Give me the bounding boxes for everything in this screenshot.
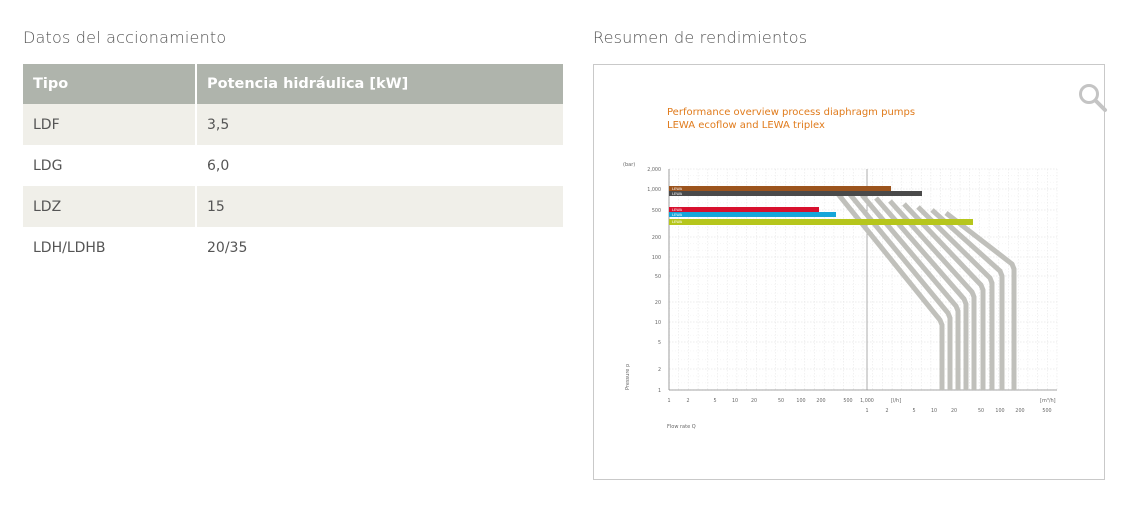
performance-curve	[846, 190, 953, 390]
cell-type: LDF	[23, 104, 197, 145]
y-tick-label: 2	[658, 367, 661, 373]
x-unit-m3h-label: [m³/h]	[1040, 398, 1056, 404]
x-tick-label: 200	[816, 398, 825, 404]
y-tick-label: 2,000	[647, 167, 661, 173]
performance-curve	[874, 196, 969, 390]
series-band	[669, 219, 973, 225]
x-tick-label: 1,000	[860, 398, 874, 404]
y-tick-label: 10	[655, 320, 661, 326]
cell-power: 3,5	[196, 104, 563, 145]
x-tick-label: 5	[912, 408, 915, 414]
x-tick-label: 100	[995, 408, 1004, 414]
x-tick-label: 100	[796, 398, 805, 404]
y-axis-label: Pressure p	[625, 364, 631, 390]
x-tick-label: 50	[778, 398, 784, 404]
y-tick-label: 500	[652, 208, 661, 214]
y-tick-label: 1,000	[647, 187, 661, 193]
performance-curve	[930, 208, 1005, 390]
performance-curve	[888, 199, 977, 390]
series-band-label: LEWA	[672, 220, 683, 224]
drive-data-table: Tipo Potencia hidráulica [kW] LDF 3,5 LD…	[23, 64, 563, 268]
table-row: LDG 6,0	[23, 145, 563, 186]
cell-power: 15	[196, 186, 563, 227]
y-unit-label: (bar)	[623, 162, 635, 168]
x-tick-label: 50	[978, 408, 984, 414]
x-unit-lh-label: [l/h]	[891, 398, 901, 404]
performance-curve	[916, 205, 995, 390]
cell-power: 6,0	[207, 157, 230, 174]
performance-curve	[944, 211, 1017, 390]
series-band	[669, 191, 922, 196]
x-tick-label: 2	[686, 398, 689, 404]
y-tick-label: 20	[655, 300, 661, 306]
cell-type: LDZ	[23, 186, 197, 227]
performance-curve	[860, 193, 961, 390]
series-band-label: LEWA	[672, 208, 683, 212]
series-band-label: LEWA	[672, 187, 683, 191]
y-tick-label: 1	[658, 388, 661, 394]
y-tick-label: 5	[658, 340, 661, 346]
series-band-label: LEWA	[672, 213, 683, 217]
x-tick-label: 20	[951, 408, 957, 414]
y-tick-label: 200	[652, 235, 661, 241]
x-tick-label: 10	[931, 408, 937, 414]
chart-grid	[668, 168, 1058, 391]
x-tick-label: 1	[865, 408, 868, 414]
header-type: Tipo	[23, 64, 197, 104]
series-band	[669, 207, 819, 212]
performance-chart: Performance overview process diaphragm p…	[623, 107, 1058, 430]
series-band-label: LEWA	[672, 192, 683, 196]
y-tick-label: 50	[655, 274, 661, 280]
drive-data-title: Datos del accionamiento	[23, 28, 227, 47]
series-band	[669, 186, 891, 191]
performance-curve	[832, 187, 945, 390]
performance-chart-image[interactable]: Performance overview process diaphragm p…	[593, 64, 1108, 480]
cell-type: LDH/LDHB	[23, 227, 197, 268]
table-header-row: Tipo Potencia hidráulica [kW]	[23, 64, 563, 104]
x-tick-label: 10	[732, 398, 738, 404]
magnifier-icon[interactable]	[1078, 83, 1108, 113]
cell-type: LDG	[23, 145, 197, 186]
x-tick-label: 500	[1042, 408, 1051, 414]
table-row: LDF 3,5	[23, 104, 563, 145]
x-tick-label: 2	[885, 408, 888, 414]
performance-curves	[832, 187, 1017, 390]
header-hydraulic-power: Potencia hidráulica [kW]	[196, 64, 563, 104]
chart-subtitle: LEWA ecoflow and LEWA triplex	[667, 120, 825, 131]
cell-power: 20/35	[207, 239, 248, 256]
table-row: LDZ 15	[23, 186, 563, 227]
x-tick-label: 200	[1015, 408, 1024, 414]
x-tick-label: 20	[751, 398, 757, 404]
series-band	[669, 212, 836, 217]
x-tick-label: 500	[843, 398, 852, 404]
performance-curve	[902, 202, 986, 390]
performance-summary-title: Resumen de rendimientos	[593, 28, 808, 47]
x-tick-label: 1	[667, 398, 670, 404]
x-tick-label: 5	[713, 398, 716, 404]
table-row: LDH/LDHB 20/35	[23, 227, 563, 268]
y-tick-label: 100	[652, 255, 661, 261]
x-axis-label: Flow rate Q	[667, 424, 696, 430]
chart-title: Performance overview process diaphragm p…	[667, 107, 915, 118]
